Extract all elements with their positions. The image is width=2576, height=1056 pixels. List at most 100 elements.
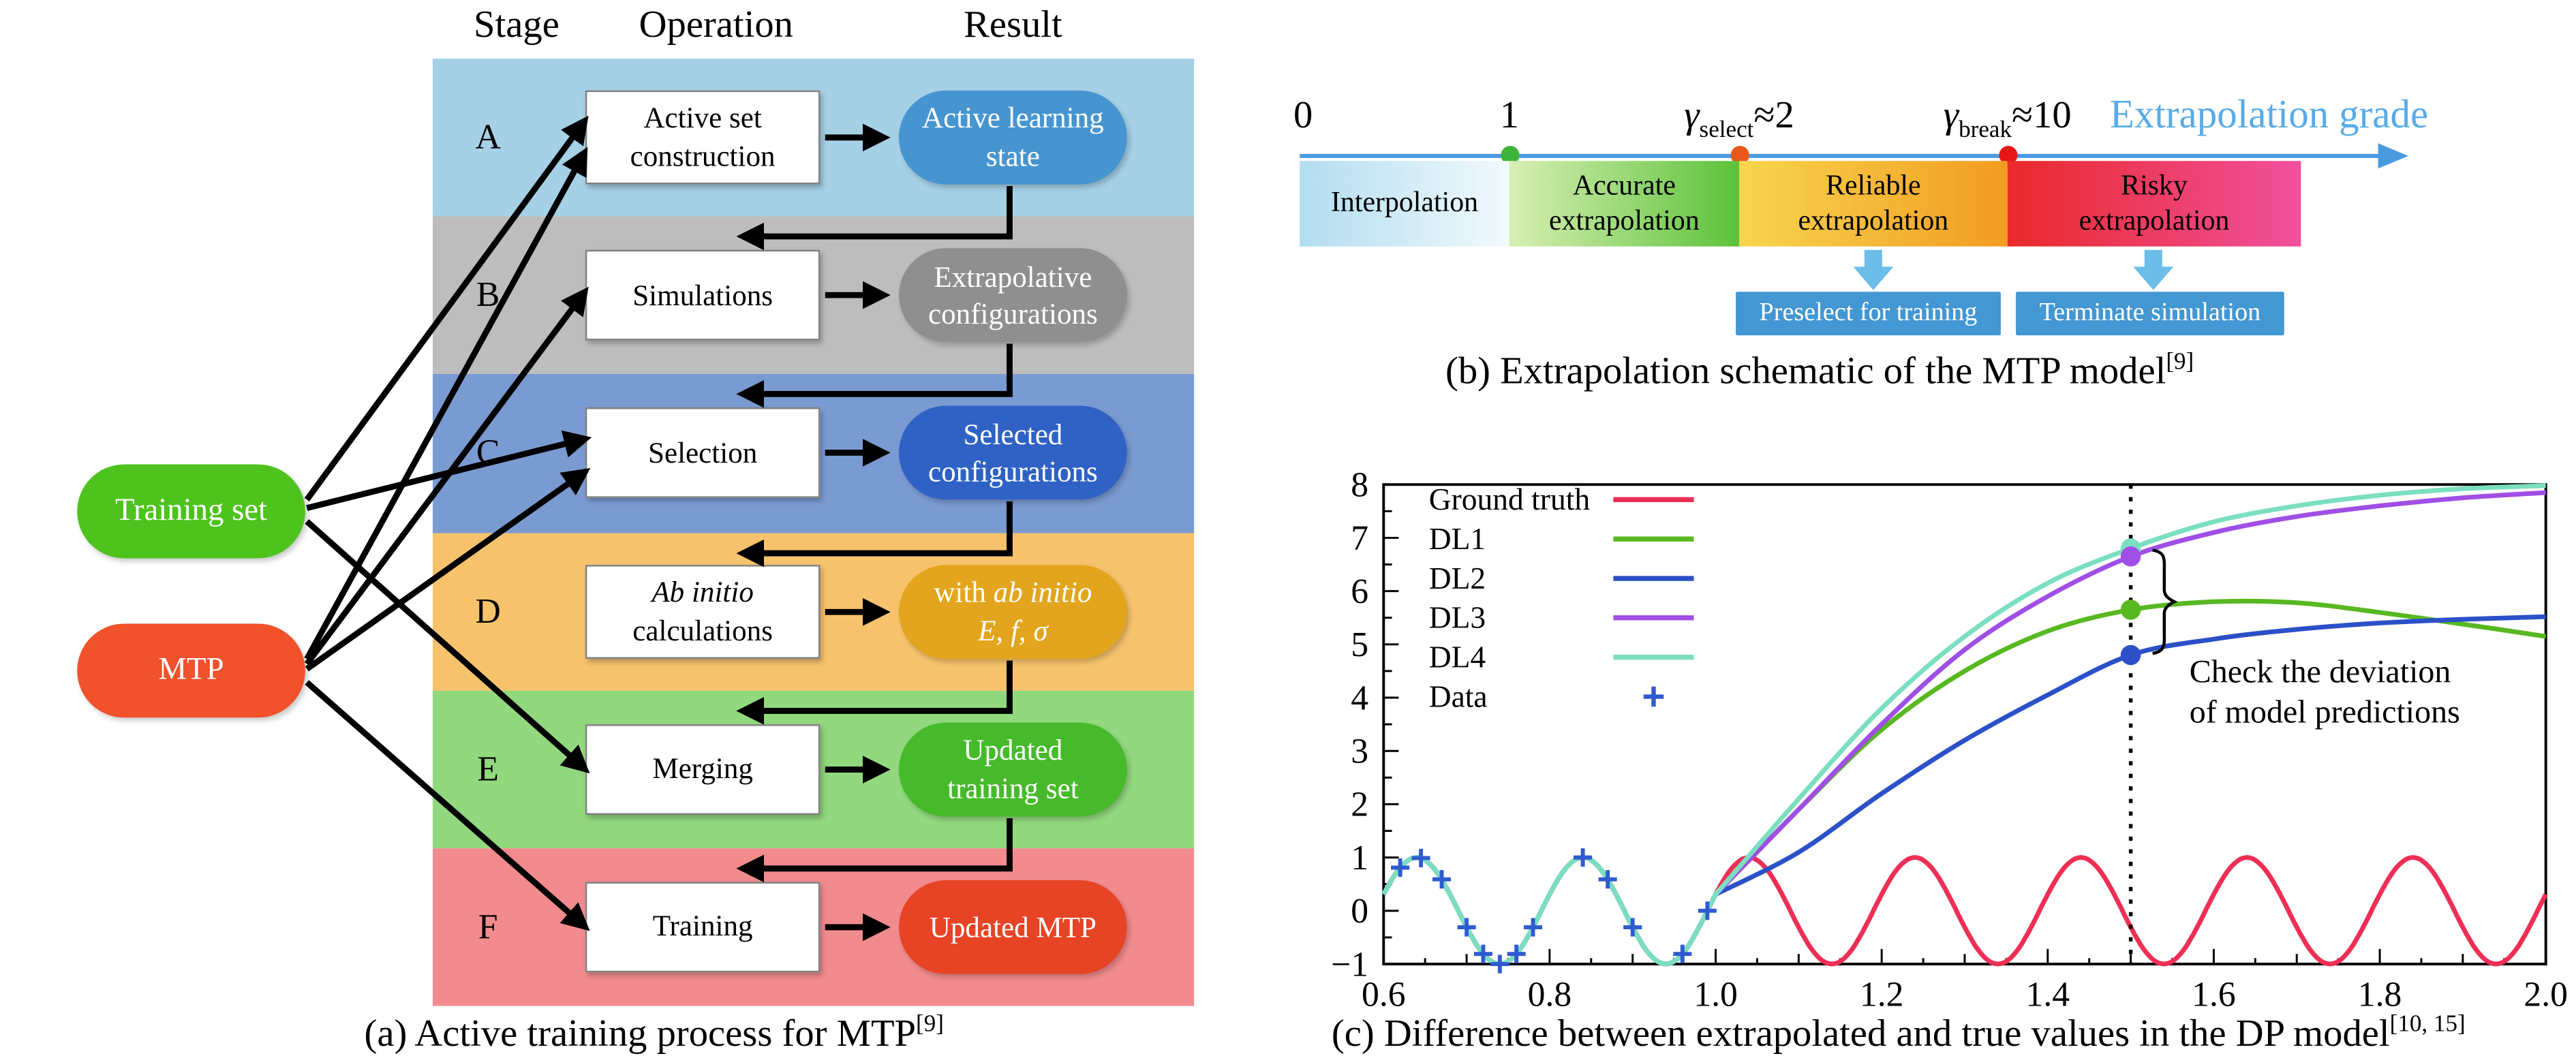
deviation-dot-dl1: [2120, 600, 2141, 620]
result-line: state: [909, 138, 1117, 176]
stage-band-a: A Active set construction Active learning st…: [432, 59, 1195, 217]
grade-action-box-1: Terminate simulation: [2016, 292, 2284, 336]
grade-segment-label-line: extrapolation: [1798, 204, 1949, 236]
stage-letter-f: F: [478, 905, 498, 947]
stage-letter-c: C: [476, 432, 500, 473]
result-line: Updated MTP: [909, 908, 1117, 946]
caption-c: (c) Difference between extrapolated and …: [1221, 1011, 2576, 1056]
legend-label-ground-truth: Ground truth: [1429, 482, 1591, 516]
stage-band-e: E Merging Updated training set: [432, 690, 1195, 848]
result-line: Updated: [909, 731, 1117, 769]
span: Active set: [643, 100, 762, 134]
operation-line: Training: [590, 907, 815, 946]
span: E, f, σ: [978, 612, 1048, 647]
mtp-node: MTP: [77, 623, 305, 718]
stage-letter-e: E: [477, 748, 499, 789]
operation-box-b: Simulations: [585, 250, 821, 341]
y-tick-label: 0: [1351, 892, 1368, 931]
span: Updated MTP: [929, 910, 1097, 944]
dp-chart: 0.6 0.8 1.0 1.2 1.4 1.6 1.8 2.0 −1 0 1 2 3 4 5 6 7 8 Check…: [1331, 473, 2568, 1014]
span: Selected: [963, 416, 1063, 451]
deviation-annotation-line-2: of model predictions: [2190, 694, 2460, 730]
down-arrow-icon: [2133, 249, 2174, 290]
result-pill-b: Extrapolative configurations: [899, 248, 1127, 343]
span: Ab initio: [651, 574, 754, 608]
x-tick-label: 1.6: [2192, 976, 2236, 1014]
deviation-annotation-line-1: Check the deviation: [2190, 653, 2451, 689]
grade-segment-label-line: Reliable: [1826, 168, 1921, 201]
stage-letter-a: A: [475, 117, 501, 157]
operation-line: Ab initio: [590, 572, 815, 611]
legend-label-data: Data: [1429, 679, 1488, 713]
grade-segment-label-line: extrapolation: [2079, 204, 2230, 236]
span: configurations: [928, 297, 1098, 331]
span: Merging: [652, 751, 753, 786]
result-line: configurations: [909, 296, 1117, 334]
result-pill-e: Updated training set: [899, 722, 1127, 816]
grade-tick-label-0: 0: [1186, 94, 1421, 138]
result-line: with ab initio: [909, 573, 1117, 611]
span: Simulations: [632, 277, 773, 312]
deviation-dot-dl2: [2120, 645, 2141, 666]
grade-tick-label-2: γselect≈2: [1622, 94, 1857, 145]
stage-letter-b: B: [476, 274, 500, 315]
span: Active learning: [922, 101, 1104, 135]
caption-b: (b) Extrapolation schematic of the MTP m…: [1283, 349, 2357, 394]
span: construction: [630, 139, 776, 173]
grade-segment-2: Reliable extrapolation: [1738, 161, 2008, 247]
result-line: training set: [909, 769, 1117, 807]
legend-label-dl3: DL3: [1429, 600, 1486, 635]
result-line: Active learning: [909, 99, 1117, 138]
grade-segment-label-line: extrapolation: [1549, 204, 1700, 236]
y-tick-label: 2: [1351, 786, 1368, 824]
span: calculations: [632, 612, 773, 647]
legend-label-dl2: DL2: [1429, 561, 1486, 595]
legend-label-dl4: DL4: [1429, 639, 1486, 674]
sup: [10, 15]: [2389, 1010, 2466, 1038]
operation-line: Simulations: [590, 276, 815, 315]
operation-line: construction: [590, 138, 815, 176]
span: ≈10: [2012, 93, 2072, 136]
span: (a) Active training process for MTP: [364, 1012, 917, 1055]
column-header-operation: Operation: [639, 3, 793, 46]
sub: break: [1959, 117, 2012, 144]
span: (c) Difference between extrapolated and …: [1331, 1012, 2390, 1055]
x-tick-label: 1.8: [2358, 976, 2402, 1014]
operation-line: calculations: [590, 611, 815, 650]
grade-axis: [1300, 143, 2408, 169]
y-tick-label: 7: [1351, 519, 1368, 558]
caption-a: (a) Active training process for MTP[9]: [67, 1011, 1241, 1056]
operation-box-a: Active set construction: [585, 90, 821, 185]
stage-band-b: B Simulations Extrapolative configurations: [432, 216, 1195, 375]
result-line: Extrapolative: [909, 258, 1117, 296]
x-tick-label: 0.6: [1362, 976, 1406, 1014]
y-tick-label: −1: [1331, 945, 1368, 984]
stage-band-d: D Ab initio calculations with ab initio E, f…: [432, 532, 1195, 691]
operation-line: Active set: [590, 99, 815, 138]
stage-letter-d: D: [475, 590, 501, 631]
sup: [9]: [2166, 348, 2194, 376]
operation-box-d: Ab initio calculations: [585, 564, 821, 659]
span: configurations: [928, 454, 1098, 489]
span: state: [985, 139, 1040, 173]
span: (b) Extrapolation schematic of the MTP m…: [1445, 350, 2166, 392]
stage-bands: A Active set construction Active learning st…: [432, 59, 1195, 1006]
line-ground-truth: [1381, 855, 2548, 967]
grade-segment-label-line: Interpolation: [1330, 186, 1479, 219]
x-tick-label: 0.8: [1528, 976, 1572, 1014]
span: training set: [947, 771, 1079, 805]
operation-box-e: Merging: [585, 724, 821, 815]
grade-segment-1: Accurate extrapolation: [1509, 161, 1739, 247]
operation-box-c: Selection: [585, 408, 821, 499]
span: Training: [652, 909, 753, 944]
result-line: configurations: [909, 453, 1117, 491]
grade-tick-label-1: 1: [1392, 94, 1627, 138]
span: Updated: [963, 732, 1063, 766]
training-set-node: Training set: [77, 464, 305, 559]
column-header-result: Result: [964, 3, 1062, 46]
stage-band-f: F Training Updated MTP: [432, 848, 1195, 1006]
span: Extrapolative: [934, 259, 1092, 293]
span: γ: [1943, 93, 1959, 136]
y-tick-label: 1: [1351, 839, 1368, 878]
